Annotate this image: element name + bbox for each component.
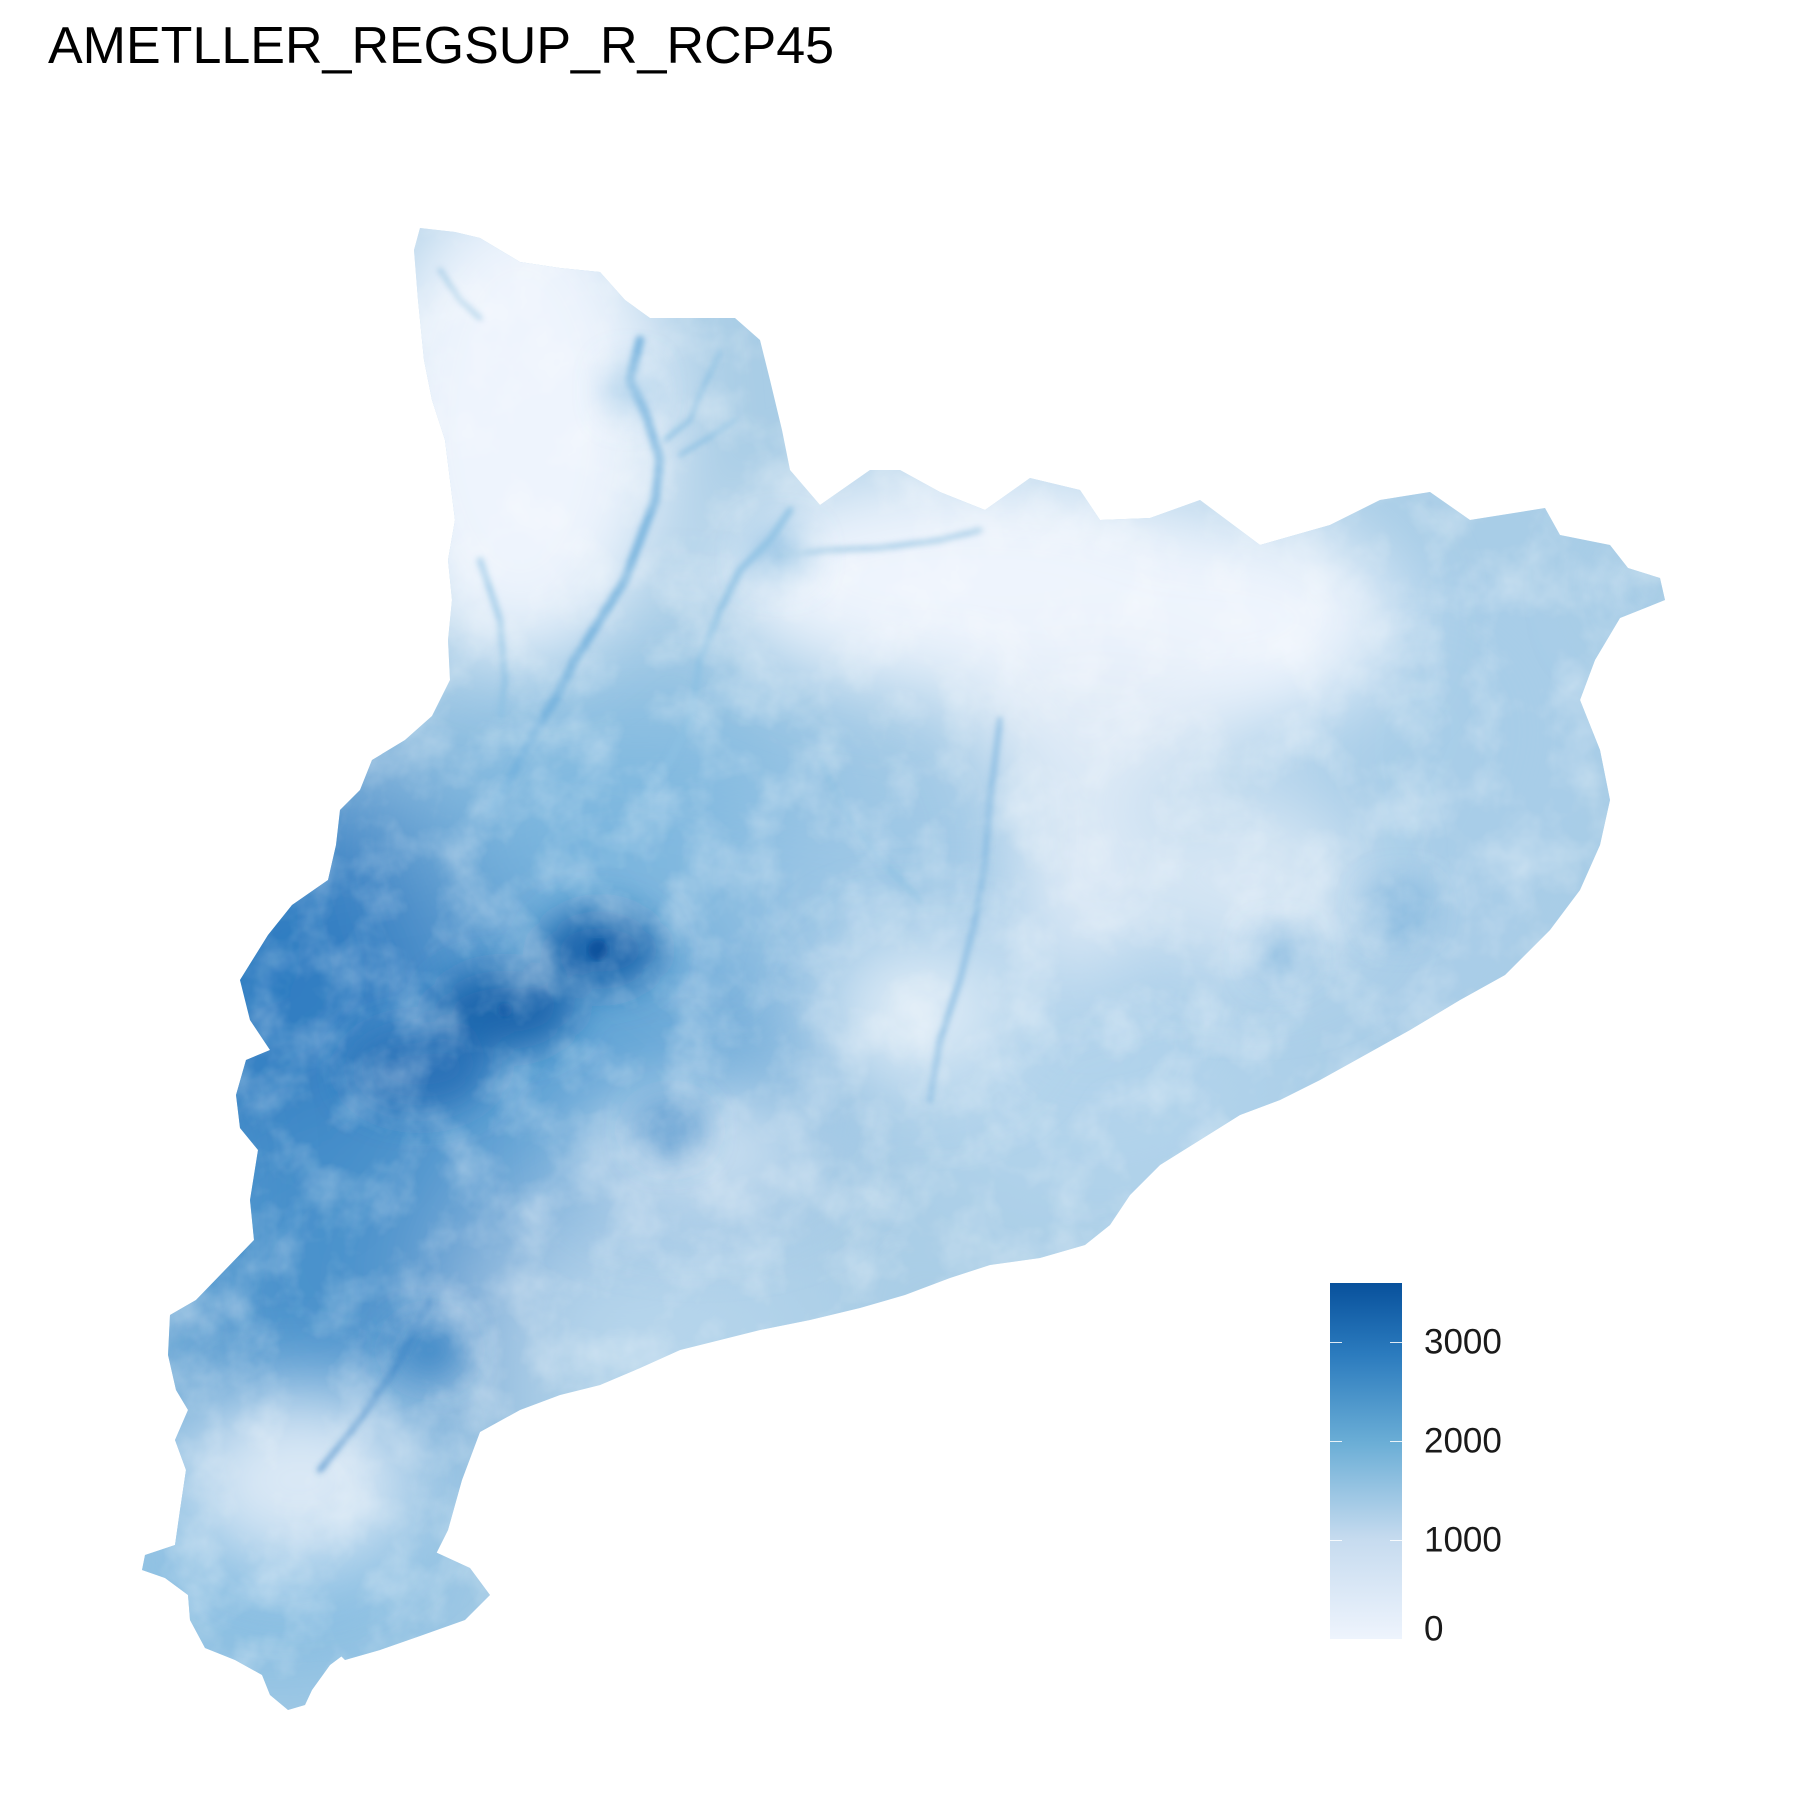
color-scale-label: 0 — [1424, 1609, 1444, 1649]
color-scale-label: 2000 — [1424, 1421, 1502, 1461]
color-scale-label: 1000 — [1424, 1520, 1502, 1560]
color-scale-tick-right — [1390, 1441, 1402, 1443]
color-scale-tick-left — [1330, 1441, 1342, 1443]
color-scale-label: 3000 — [1424, 1322, 1502, 1362]
color-scale-tick-right — [1390, 1342, 1402, 1344]
map-title: AMETLLER_REGSUP_R_RCP45 — [48, 17, 835, 75]
color-scale-tick-left — [1330, 1540, 1342, 1542]
color-scale-bar — [1330, 1283, 1402, 1639]
color-scale-tick-right — [1390, 1540, 1402, 1542]
color-scale-tick-left — [1330, 1342, 1342, 1344]
